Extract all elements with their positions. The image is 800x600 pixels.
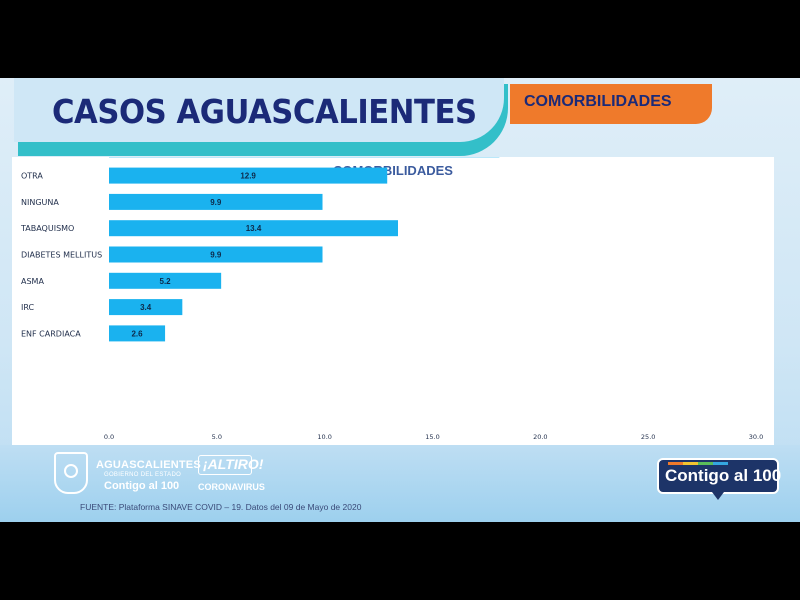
bar-diabetes-mellitus [109,246,323,263]
slide: CASOS AGUASCALIENTES COMORBILIDADES COMO… [0,78,800,522]
category-label: ASMA [21,277,44,286]
crest-emblem-icon [64,464,78,478]
bar-chart: COMORBILIDADES 24.618.112.99.913.49.95.2… [20,157,763,441]
bar-tabaquismo [109,220,398,237]
badge-tail [712,492,724,500]
category-label: DIABETES MELLITUS [21,251,102,260]
category-labels: OBESIDADHIPERTENSIONOTRANINGUNATABAQUISM… [20,172,102,339]
title-inner [14,78,504,142]
category-label: OTRA [21,172,43,181]
bar-asma [109,272,222,289]
data-label: 9.9 [210,251,222,260]
bar-ninguna [109,193,323,210]
category-label: TABAQUISMO [20,224,74,233]
data-label: 5.2 [160,277,172,286]
category-label: NINGUNA [21,198,59,207]
x-tick-label: 20.0 [533,433,547,441]
x-tick-label: 5.0 [212,433,222,441]
x-tick-label: 0.0 [104,433,114,441]
chart-panel: COMORBILIDADES 24.618.112.99.913.49.95.2… [12,157,774,447]
data-label: 9.9 [210,198,222,207]
source-note: FUENTE: Plataforma SINAVE COVID – 19. Da… [80,502,362,512]
category-label: IRC [21,303,35,312]
bar-irc [109,299,183,316]
badge-accent-stripe [668,462,728,465]
data-label: 12.9 [240,172,256,181]
gov-sub: GOBIERNO DEL ESTADO [104,472,182,478]
x-tick-label: 15.0 [425,433,439,441]
bars-layer: 24.618.112.99.913.49.95.23.42.6 [109,157,500,342]
state-crest-logo [54,452,88,494]
data-label: 3.4 [140,303,152,312]
bar-otra [109,167,388,184]
section-tag: COMORBILIDADES [510,84,712,124]
gov-slogan: Contigo al 100 [104,480,180,492]
page-title: CASOS AGUASCALIENTES [52,92,477,131]
section-tag-label: COMORBILIDADES [524,93,672,110]
x-tick-label: 30.0 [749,433,763,441]
data-label: 13.4 [246,224,262,233]
altiro-logo: ¡ALTIRO! [203,456,264,472]
altiro-sub: CORONAVIRUS [198,482,265,492]
bar-enf-cardiaca [109,325,166,342]
x-axis-ticks: 0.0 5.0 10.0 15.0 20.0 25.0 30.0 [104,433,763,441]
category-label: ENF CARDIACA [21,329,81,338]
altiro-logo-box [198,455,252,475]
x-tick-label: 25.0 [641,433,655,441]
data-label: 2.6 [131,329,143,338]
contigo-badge-text: Contigo al 100 [665,466,782,485]
gov-name: AGUASCALIENTES [96,459,201,471]
x-tick-label: 10.0 [317,433,331,441]
